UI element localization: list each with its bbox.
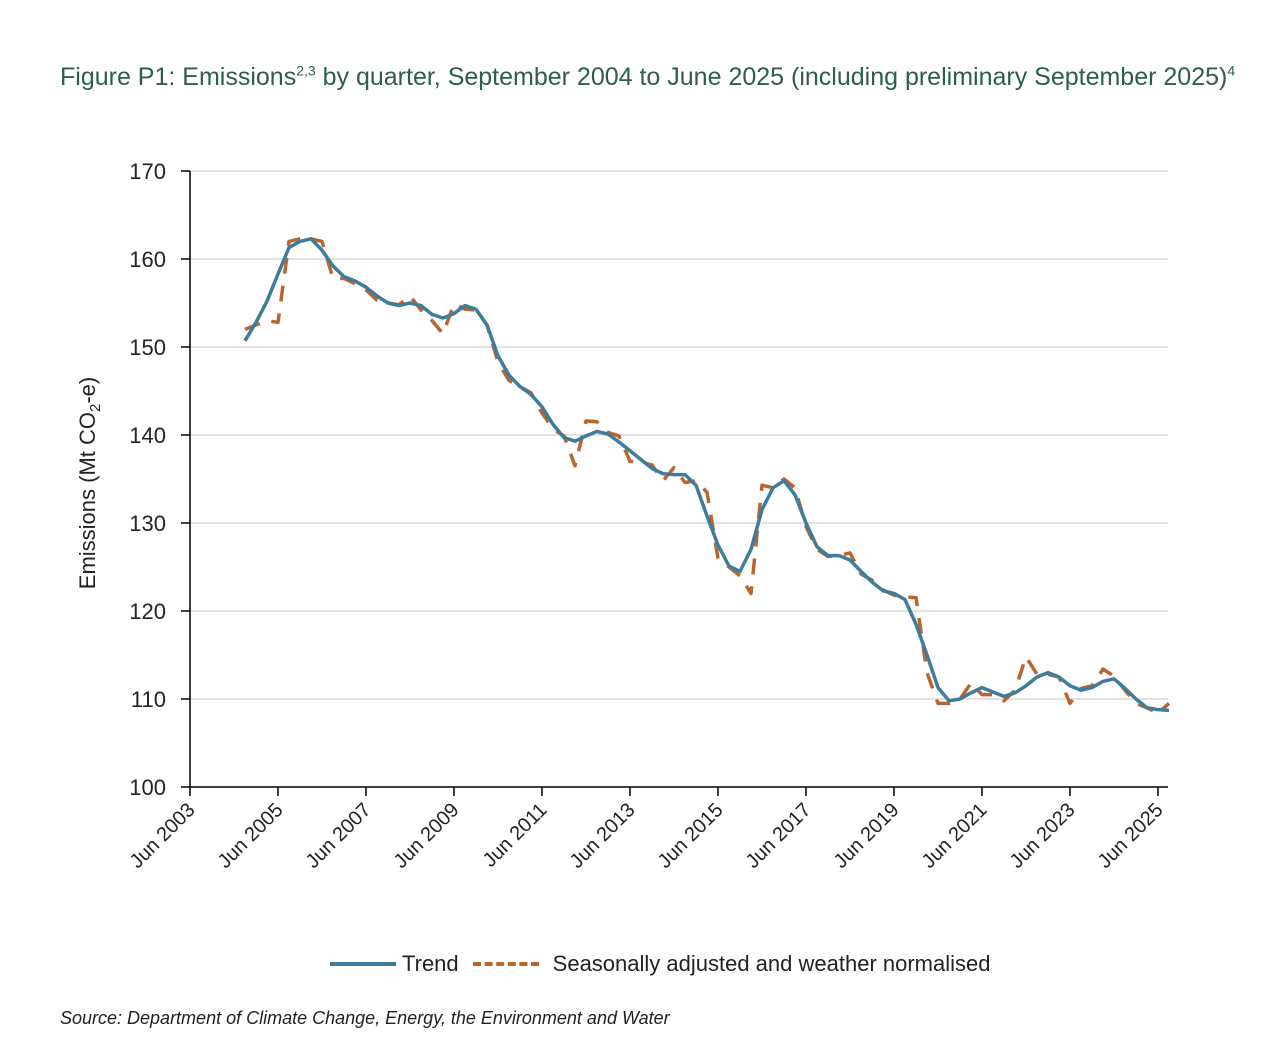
- x-tick-label: Jun 2023: [1006, 799, 1080, 873]
- y-tick-label: 170: [129, 159, 166, 184]
- x-tick-label: Jun 2005: [214, 799, 288, 873]
- chart-title: Figure P1: Emissions2,3 by quarter, Sept…: [60, 62, 1250, 92]
- y-tick-label: 100: [129, 775, 166, 800]
- x-tick-label: Jun 2017: [742, 799, 816, 873]
- x-tick-label: Jun 2021: [918, 799, 992, 873]
- x-tick-label: Jun 2025: [1094, 799, 1168, 873]
- x-tick-label: Jun 2003: [126, 799, 200, 873]
- x-tick-label: Jun 2009: [390, 799, 464, 873]
- x-tick-label: Jun 2007: [302, 799, 376, 873]
- y-tick-label: 160: [129, 247, 166, 272]
- series-line-seasonally-adjusted: [244, 237, 1171, 715]
- y-tick-label: 150: [129, 335, 166, 360]
- x-tick-label: Jun 2011: [479, 799, 552, 872]
- y-axis-label-part-2: -e): [75, 377, 100, 404]
- y-axis-label-subscript: 2: [87, 404, 104, 412]
- y-axis-label: Emissions (Mt CO2-e): [75, 377, 104, 589]
- title-superscript-1: 2,3: [296, 62, 316, 79]
- x-tick-label: Jun 2013: [566, 799, 640, 873]
- legend-seasonal-swatch: [472, 962, 539, 966]
- title-text-2: by quarter, September 2004 to June 2025 …: [315, 63, 1228, 91]
- title-text-1: Figure P1: Emissions: [60, 63, 297, 91]
- gridlines: [190, 170, 1168, 700]
- y-tick-label: 130: [129, 511, 166, 536]
- series-lines: [243, 237, 1171, 715]
- chart-legend: Trend Seasonally adjusted and weather no…: [330, 948, 991, 980]
- legend-seasonal-label: Seasonally adjusted and weather normalis…: [552, 951, 991, 976]
- y-axis-ticks: 100 110 120 130 140 150 160 170: [129, 159, 190, 800]
- y-axis-label-part-1: Emissions (Mt CO: [75, 412, 100, 589]
- x-axis-ticks: Jun 2003 Jun 2005 Jun 2007 Jun 2009 Jun 2011…: [126, 787, 1168, 873]
- legend-trend-label: Trend: [402, 951, 459, 976]
- x-tick-label: Jun 2015: [654, 799, 728, 873]
- y-tick-label: 140: [129, 423, 166, 448]
- series-line-trend: [243, 237, 1170, 713]
- source-note: Source: Department of Climate Change, En…: [60, 1008, 670, 1028]
- legend-trend-swatch: [330, 962, 396, 966]
- y-tick-label: 110: [131, 687, 166, 712]
- y-tick-label: 120: [129, 599, 166, 624]
- title-superscript-2: 4: [1227, 62, 1236, 79]
- x-tick-label: Jun 2019: [830, 799, 904, 873]
